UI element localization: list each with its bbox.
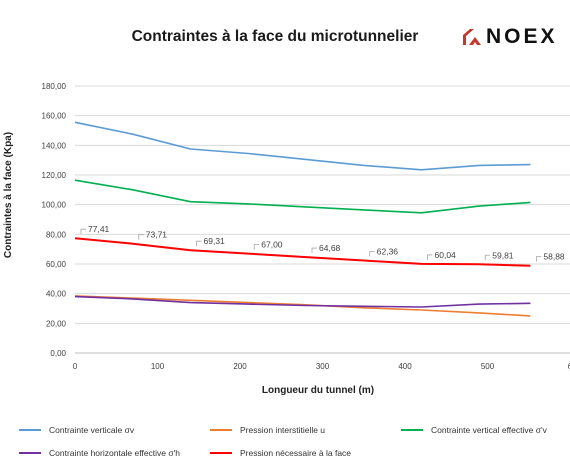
x-tick-label: 200 [233, 362, 247, 371]
data-label: 77,41 [88, 224, 110, 234]
y-tick-label: 0,00 [50, 349, 66, 358]
y-axis-title: Contraintes à la face (Kpa) [3, 132, 14, 258]
data-label: 59,81 [492, 250, 514, 260]
series-line [74, 179, 531, 214]
noex-logo-mark-icon [463, 29, 481, 45]
x-tick-label: 500 [481, 362, 495, 371]
grid-lines [75, 85, 570, 324]
legend-item: Pression interstitielle u [210, 425, 325, 435]
legend-item: Pression nécessaire à la face [210, 448, 351, 458]
legend-item: Contrainte vertical effective σ'v [401, 425, 547, 435]
series-line [74, 295, 531, 308]
data-label: 62,36 [377, 246, 399, 256]
legend-swatch [19, 429, 41, 431]
y-tick-labels: 0,00 20,00 40,00 60,00 80,00 100,00 120,00 140,… [42, 82, 67, 358]
x-tick-labels: 0 100 200 300 400 500 6 [73, 362, 570, 371]
x-tick-label: 6 [568, 362, 570, 371]
y-tick-label: 160,00 [42, 112, 67, 121]
chart-title: Contraintes à la face du microtunnelier [0, 28, 570, 46]
data-label: 69,31 [204, 236, 226, 246]
data-label-leader [484, 254, 491, 261]
x-tick-label: 300 [316, 362, 330, 371]
legend-swatch [210, 452, 232, 454]
data-label-leader [253, 244, 260, 250]
y-tick-label: 20,00 [46, 319, 67, 328]
legend-item: Contrainte horizontale effective σ'h [19, 448, 180, 458]
data-label-leader [196, 240, 202, 247]
line-chart: 0,00 20,00 40,00 60,00 80,00 100,00 120,00 140,… [3, 82, 570, 396]
data-label: 73,71 [146, 230, 168, 240]
y-tick-label: 60,00 [46, 260, 67, 269]
legend-label: Pression nécessaire à la face [240, 448, 352, 458]
data-label-leader [138, 234, 144, 240]
series-lines [74, 121, 531, 317]
data-label-leader [311, 247, 317, 254]
data-label: 58,88 [543, 252, 565, 262]
logo-text: NOEX [486, 25, 558, 48]
y-tick-label: 120,00 [42, 171, 67, 180]
x-tick-label: 400 [398, 362, 412, 371]
y-tick-label: 40,00 [46, 290, 67, 299]
y-tick-label: 180,00 [42, 82, 67, 91]
data-label: 60,04 [435, 250, 457, 260]
legend: Contrainte verticale σv Pression intersti… [0, 417, 570, 475]
y-tick-label: 80,00 [46, 230, 67, 239]
x-tick-label: 0 [73, 362, 78, 371]
y-tick-label: 140,00 [42, 141, 67, 150]
legend-label: Contrainte vertical effective σ'v [431, 425, 547, 435]
data-labels: 77,41 73,71 69,31 67,00 64,68 62,36 60,04 59,81… [80, 224, 565, 262]
legend-item: Contrainte verticale σv [19, 425, 134, 435]
data-label-leader [369, 251, 375, 257]
data-label: 64,68 [319, 243, 341, 253]
legend-label: Contrainte verticale σv [49, 425, 135, 435]
x-axis-title: Longueur du tunnel (m) [262, 385, 374, 396]
legend-swatch [210, 429, 232, 431]
data-label-leader [536, 256, 542, 262]
noex-logo: NOEX [461, 24, 570, 52]
chart-title-text: Contraintes à la face du microtunnelier [131, 28, 419, 45]
legend-swatch [401, 429, 423, 431]
legend-label: Pression interstitielle u [240, 425, 326, 435]
x-tick-label: 100 [151, 362, 165, 371]
data-label: 67,00 [261, 240, 283, 250]
legend-swatch [19, 452, 41, 454]
series-line [74, 237, 531, 267]
data-label-leader [80, 228, 86, 235]
y-tick-label: 100,00 [42, 201, 67, 210]
series-line [74, 121, 531, 171]
legend-label: Contrainte horizontale effective σ'h [49, 448, 180, 458]
data-label-leader [427, 254, 433, 260]
